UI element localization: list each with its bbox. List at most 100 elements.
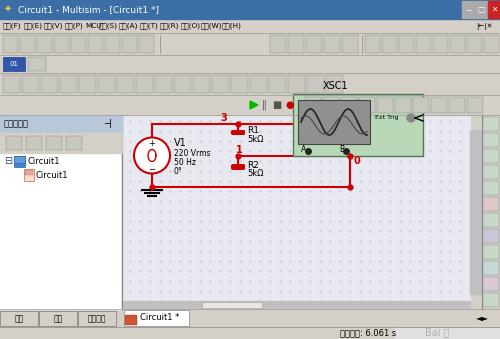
Text: ■: ■ — [272, 100, 281, 110]
Bar — [193, 75, 210, 93]
Bar — [341, 97, 357, 113]
Bar — [0, 0, 500, 19]
Text: Circuit1: Circuit1 — [27, 157, 60, 165]
Bar — [416, 35, 431, 53]
Bar — [20, 35, 35, 53]
Text: 5kΩ: 5kΩ — [247, 170, 264, 179]
Bar — [305, 97, 321, 113]
Bar — [39, 311, 77, 326]
Bar — [399, 35, 414, 53]
Text: Bai 度: Bai 度 — [425, 327, 450, 337]
Bar — [467, 35, 482, 53]
Bar — [467, 97, 483, 113]
Circle shape — [134, 138, 170, 174]
Bar — [482, 115, 500, 309]
Bar — [3, 75, 20, 93]
Text: 转换(A): 转换(A) — [119, 23, 139, 29]
Bar — [174, 75, 191, 93]
Bar — [484, 35, 499, 53]
Text: 项目视图: 项目视图 — [88, 314, 106, 323]
Bar — [431, 97, 447, 113]
Bar — [0, 19, 500, 33]
Bar — [0, 55, 200, 73]
Bar — [0, 309, 500, 327]
Text: 3: 3 — [220, 113, 227, 123]
Bar — [28, 57, 46, 71]
Bar — [483, 261, 499, 275]
Text: Circuit1 - Multisim - [Circuit1 *]: Circuit1 - Multisim - [Circuit1 *] — [18, 5, 159, 14]
Polygon shape — [250, 101, 258, 109]
Bar — [365, 35, 380, 53]
Bar — [136, 75, 153, 93]
Bar — [250, 75, 267, 93]
Text: ✦: ✦ — [4, 4, 12, 15]
Text: 0: 0 — [353, 156, 360, 166]
Bar — [395, 97, 411, 113]
Bar — [488, 1, 500, 18]
Text: 帮助(H): 帮助(H) — [222, 23, 242, 29]
Text: ⊟: ⊟ — [4, 156, 12, 166]
Bar — [3, 57, 25, 71]
Text: 选项(O): 选项(O) — [180, 23, 201, 29]
Bar — [79, 75, 96, 93]
Bar — [60, 75, 77, 93]
Bar — [0, 133, 122, 153]
Bar — [307, 75, 324, 93]
Bar — [483, 197, 499, 211]
Bar — [98, 75, 115, 93]
Bar — [483, 213, 499, 227]
Bar — [24, 169, 34, 181]
Text: 50 Hz: 50 Hz — [174, 158, 196, 167]
Bar — [269, 75, 286, 93]
Bar — [483, 277, 499, 291]
Bar — [231, 75, 248, 93]
Bar — [14, 156, 25, 167]
Text: 220 Vrms: 220 Vrms — [174, 149, 210, 158]
Bar — [382, 35, 397, 53]
Text: ✕: ✕ — [491, 5, 497, 14]
Text: Circuit1 *: Circuit1 * — [140, 314, 179, 322]
Bar — [14, 156, 25, 163]
Text: 01: 01 — [10, 61, 18, 67]
Bar — [122, 35, 137, 53]
Bar — [293, 94, 423, 156]
Text: 编辑(E): 编辑(E) — [24, 23, 42, 29]
Bar — [483, 181, 499, 195]
Circle shape — [407, 114, 415, 122]
Bar — [298, 100, 370, 144]
Text: □: □ — [478, 5, 484, 14]
Text: 放置(P): 放置(P) — [64, 23, 83, 29]
Text: +: + — [148, 139, 156, 148]
Text: 仿真(S): 仿真(S) — [98, 23, 117, 29]
Bar — [324, 35, 340, 53]
Text: V1: V1 — [174, 139, 187, 148]
Text: 报表(R): 报表(R) — [160, 23, 180, 29]
Bar — [342, 35, 358, 53]
Bar — [155, 75, 172, 93]
Text: 0°: 0° — [174, 167, 183, 176]
Text: 5kΩ: 5kΩ — [247, 135, 264, 144]
Bar — [483, 245, 499, 259]
Bar — [483, 165, 499, 179]
Bar — [433, 35, 448, 53]
Bar — [0, 73, 500, 95]
Bar — [117, 75, 134, 93]
Bar — [22, 75, 39, 93]
Bar — [122, 115, 470, 309]
Text: 视图(V): 视图(V) — [44, 23, 64, 29]
Bar — [78, 311, 116, 326]
Bar — [88, 35, 103, 53]
Bar — [395, 327, 500, 339]
Bar — [326, 75, 343, 93]
Text: XSC1: XSC1 — [323, 81, 348, 91]
Text: 层次: 层次 — [14, 314, 24, 323]
Bar — [6, 136, 22, 150]
Text: ‖: ‖ — [262, 100, 266, 110]
Bar — [124, 310, 189, 326]
Bar — [71, 35, 86, 53]
Bar — [105, 35, 120, 53]
Text: |←|✕: |←|✕ — [476, 22, 492, 29]
Text: ─: ─ — [150, 164, 154, 173]
Bar — [288, 35, 304, 53]
Text: B: B — [339, 144, 344, 154]
